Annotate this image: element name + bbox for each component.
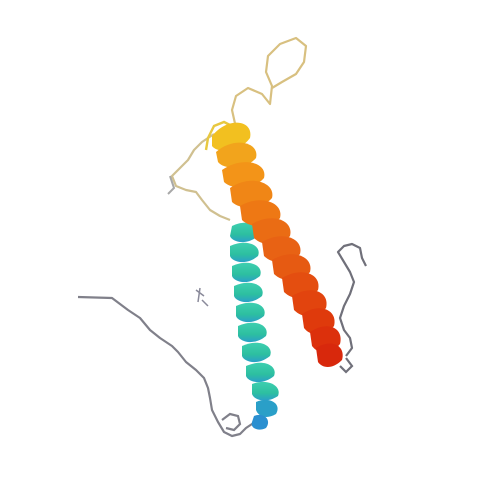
coil-right-end: [339, 357, 354, 374]
helix-alpha-2: [212, 122, 343, 367]
coil-loop-bottom: [221, 412, 242, 432]
coil-right: [336, 242, 367, 357]
coil-top-left: [170, 133, 231, 222]
helix-alpha-1: [230, 222, 279, 430]
coil-top: [230, 36, 308, 129]
ligand-mark: [195, 287, 209, 307]
coil-top-stub: [167, 175, 176, 195]
coil-upper-loop: [204, 120, 237, 151]
coil-tail: [77, 295, 259, 438]
